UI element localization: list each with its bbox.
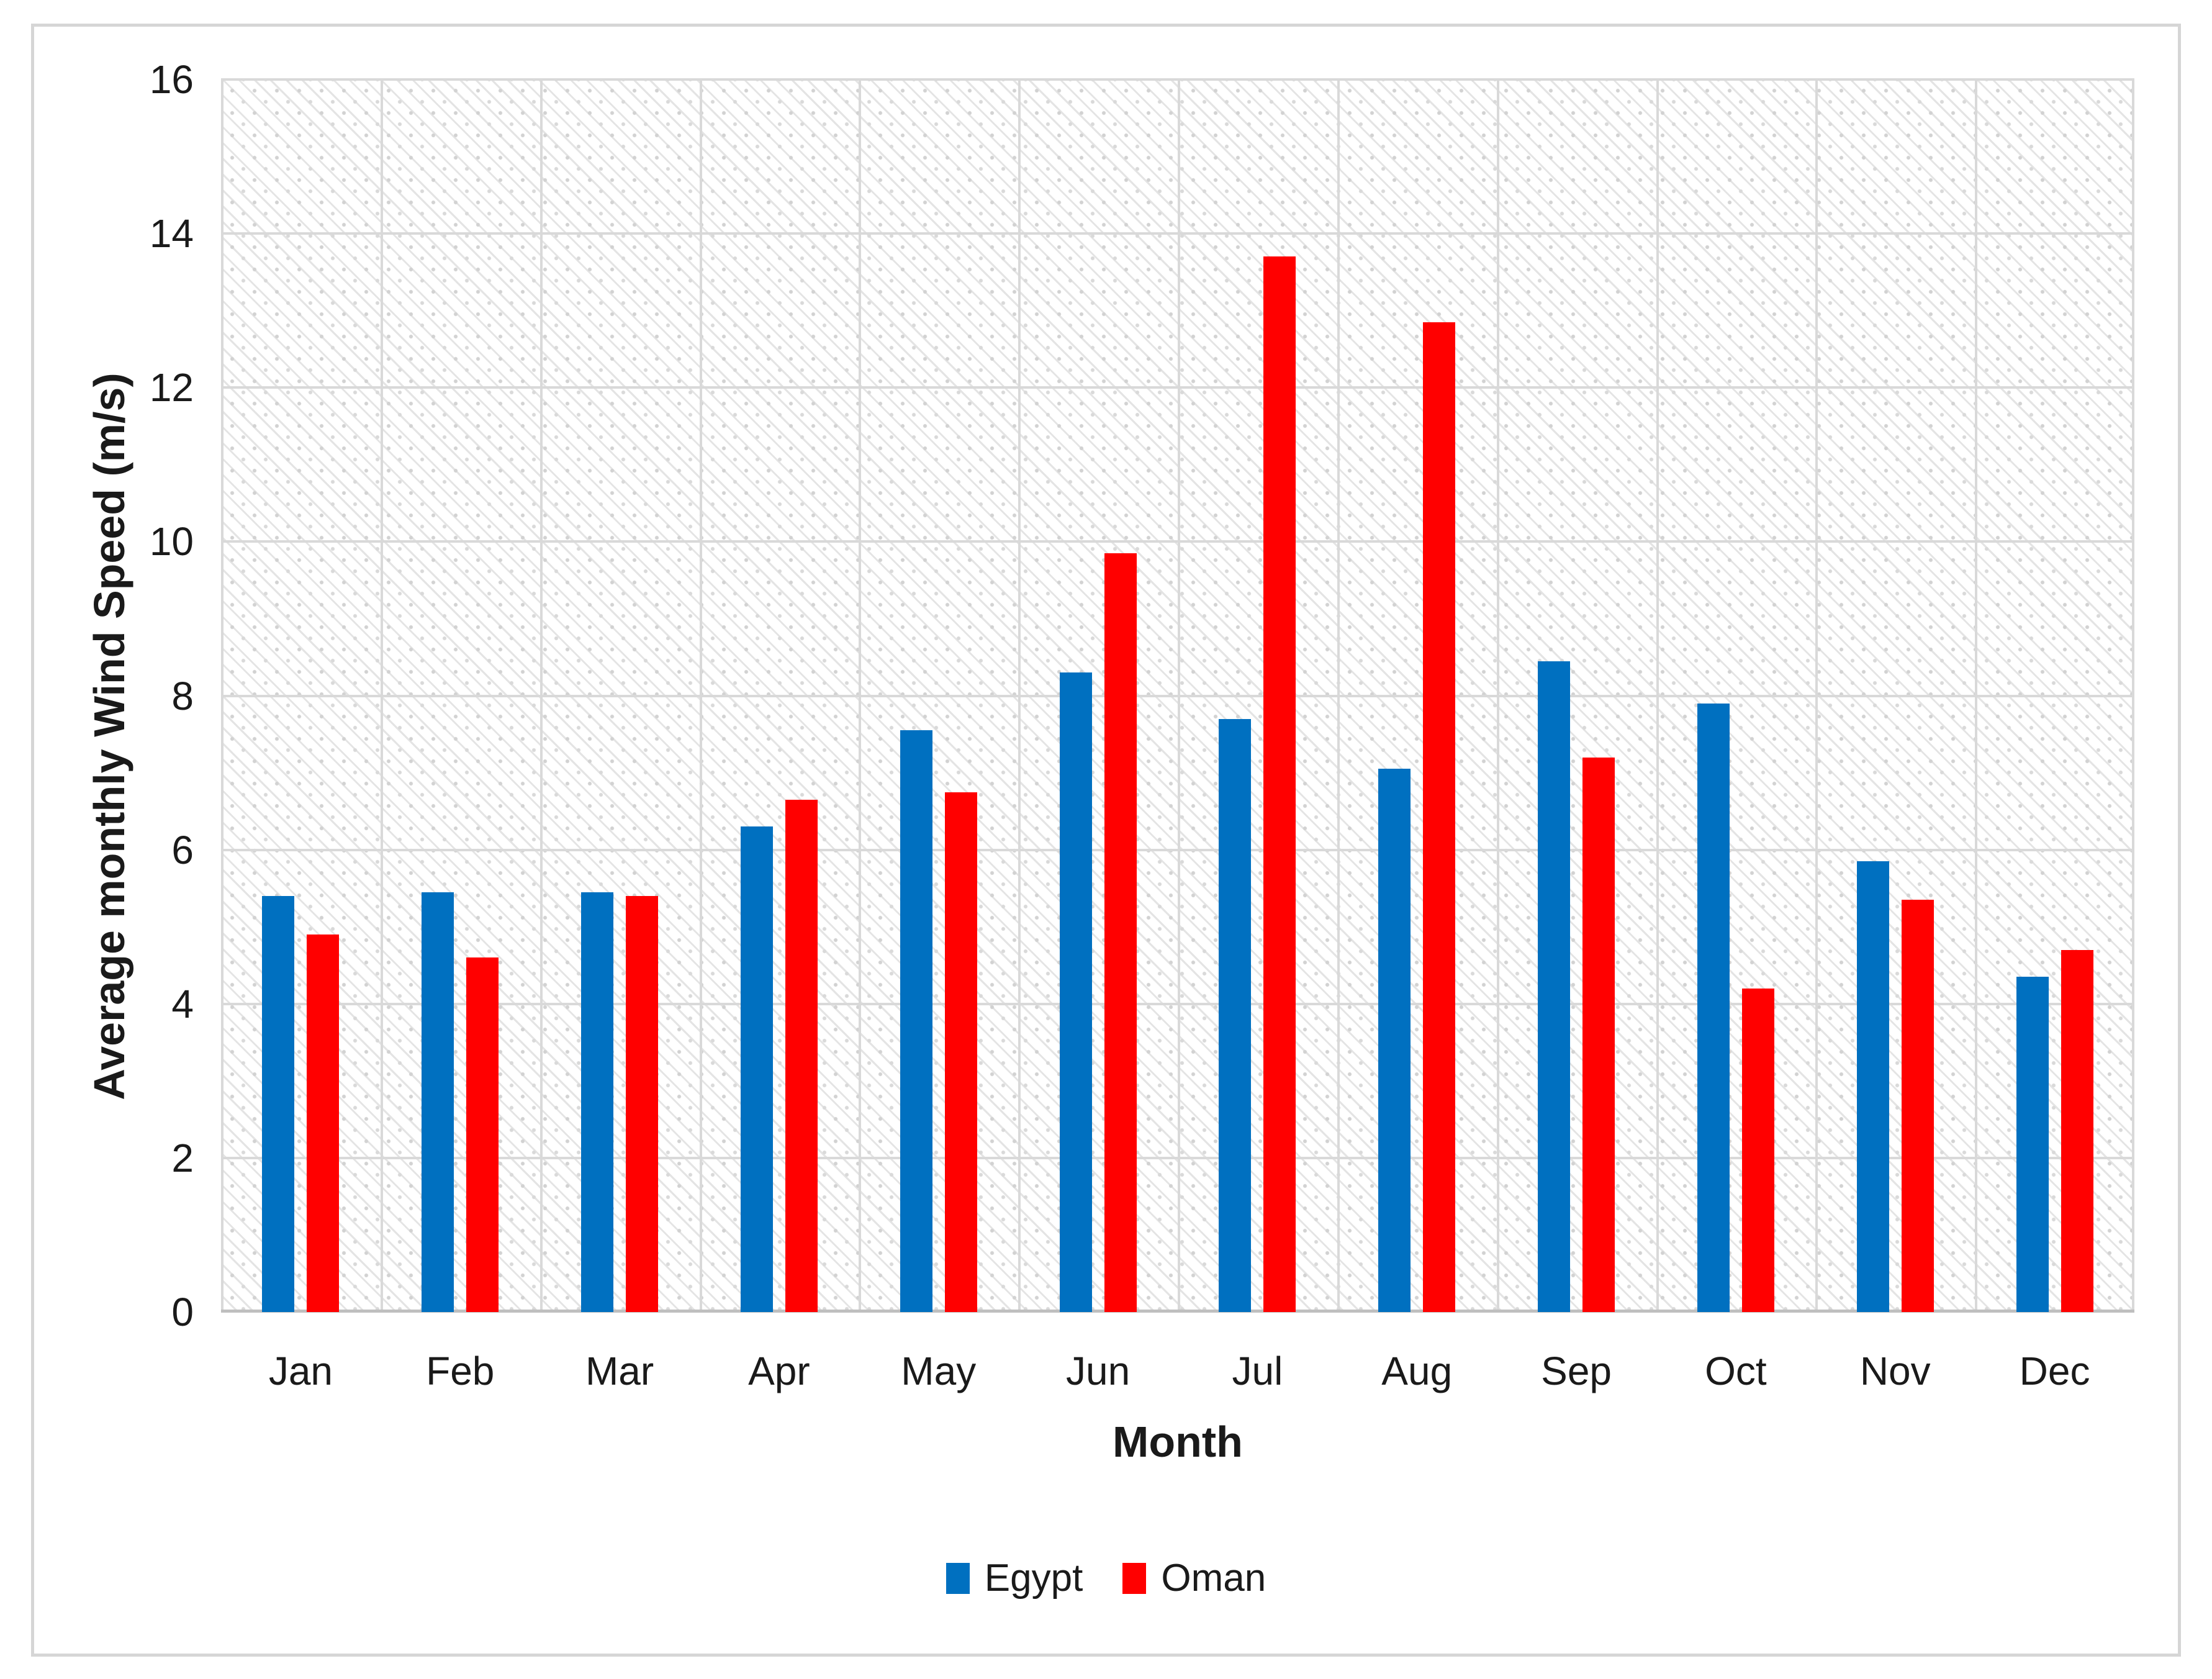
x-tick-label-aug: Aug bbox=[1381, 1349, 1453, 1393]
y-tick-label-14: 14 bbox=[149, 211, 194, 256]
x-axis-line bbox=[221, 1310, 2134, 1313]
x-tick-label-oct: Oct bbox=[1705, 1349, 1767, 1393]
bar-oman-may bbox=[945, 792, 977, 1312]
gridline-x-11 bbox=[1975, 79, 1977, 1312]
bar-oman-jun bbox=[1104, 553, 1137, 1312]
bar-egypt-dec bbox=[2016, 977, 2049, 1312]
gridline-x-5 bbox=[1018, 79, 1021, 1312]
chart-legend: Egypt Oman bbox=[31, 1547, 2181, 1609]
legend-item-egypt: Egypt bbox=[946, 1559, 1083, 1598]
y-tick-label-16: 16 bbox=[149, 57, 194, 102]
x-tick-label-jan: Jan bbox=[268, 1349, 333, 1393]
bar-oman-nov bbox=[1902, 900, 1934, 1312]
bar-oman-feb bbox=[466, 957, 499, 1312]
gridline-x-3 bbox=[700, 79, 702, 1312]
bar-oman-dec bbox=[2061, 950, 2093, 1312]
bar-oman-sep bbox=[1582, 758, 1615, 1312]
legend-swatch-oman bbox=[1122, 1563, 1147, 1594]
bar-egypt-aug bbox=[1378, 769, 1411, 1312]
gridline-x-6 bbox=[1178, 79, 1180, 1312]
x-tick-label-sep: Sep bbox=[1541, 1349, 1612, 1393]
y-tick-label-10: 10 bbox=[149, 519, 194, 564]
y-tick-label-8: 8 bbox=[171, 673, 194, 718]
legend-label-oman: Oman bbox=[1161, 1557, 1266, 1600]
bar-oman-aug bbox=[1423, 322, 1455, 1312]
x-tick-label-jul: Jul bbox=[1232, 1349, 1283, 1393]
gridline-x-7 bbox=[1337, 79, 1340, 1312]
gridline-x-2 bbox=[540, 79, 543, 1312]
bar-oman-oct bbox=[1742, 989, 1774, 1312]
y-axis-title: Average monthly Wind Speed (m/s) bbox=[85, 373, 133, 1100]
bar-egypt-sep bbox=[1538, 661, 1570, 1312]
bar-oman-mar bbox=[626, 896, 658, 1312]
gridline-x-4 bbox=[859, 79, 861, 1312]
x-tick-label-apr: Apr bbox=[748, 1349, 810, 1393]
x-tick-label-jun: Jun bbox=[1065, 1349, 1131, 1393]
plot-area bbox=[221, 78, 2134, 1313]
x-tick-label-may: May bbox=[901, 1349, 977, 1393]
bar-oman-jul bbox=[1263, 256, 1296, 1312]
bar-egypt-nov bbox=[1857, 861, 1889, 1312]
gridline-x-12 bbox=[2132, 79, 2134, 1312]
legend-swatch-egypt bbox=[946, 1563, 970, 1594]
y-tick-label-0: 0 bbox=[171, 1290, 194, 1334]
bar-egypt-oct bbox=[1697, 704, 1730, 1312]
bar-oman-jan bbox=[307, 935, 339, 1312]
bar-egypt-feb bbox=[422, 892, 454, 1312]
x-tick-label-feb: Feb bbox=[426, 1349, 495, 1393]
gridline-x-9 bbox=[1656, 79, 1659, 1312]
gridline-x-0 bbox=[221, 79, 223, 1312]
legend-item-oman: Oman bbox=[1122, 1559, 1266, 1598]
y-tick-label-4: 4 bbox=[171, 981, 194, 1026]
y-tick-label-6: 6 bbox=[171, 827, 194, 872]
bar-oman-apr bbox=[785, 800, 818, 1312]
gridline-x-10 bbox=[1815, 79, 1818, 1312]
y-tick-label-12: 12 bbox=[149, 365, 194, 410]
bar-egypt-mar bbox=[581, 892, 613, 1312]
x-axis-title: Month bbox=[1113, 1418, 1243, 1466]
bar-egypt-jan bbox=[262, 896, 294, 1312]
bar-egypt-jul bbox=[1219, 719, 1251, 1312]
gridline-x-1 bbox=[381, 79, 383, 1312]
bar-egypt-jun bbox=[1060, 672, 1092, 1312]
x-tick-label-nov: Nov bbox=[1859, 1349, 1931, 1393]
bar-egypt-may bbox=[900, 730, 932, 1312]
y-tick-label-2: 2 bbox=[171, 1135, 194, 1180]
gridline-x-8 bbox=[1497, 79, 1499, 1312]
x-tick-label-dec: Dec bbox=[2019, 1349, 2090, 1393]
bar-egypt-apr bbox=[741, 826, 773, 1312]
x-tick-label-mar: Mar bbox=[585, 1349, 654, 1393]
legend-label-egypt: Egypt bbox=[984, 1557, 1083, 1600]
